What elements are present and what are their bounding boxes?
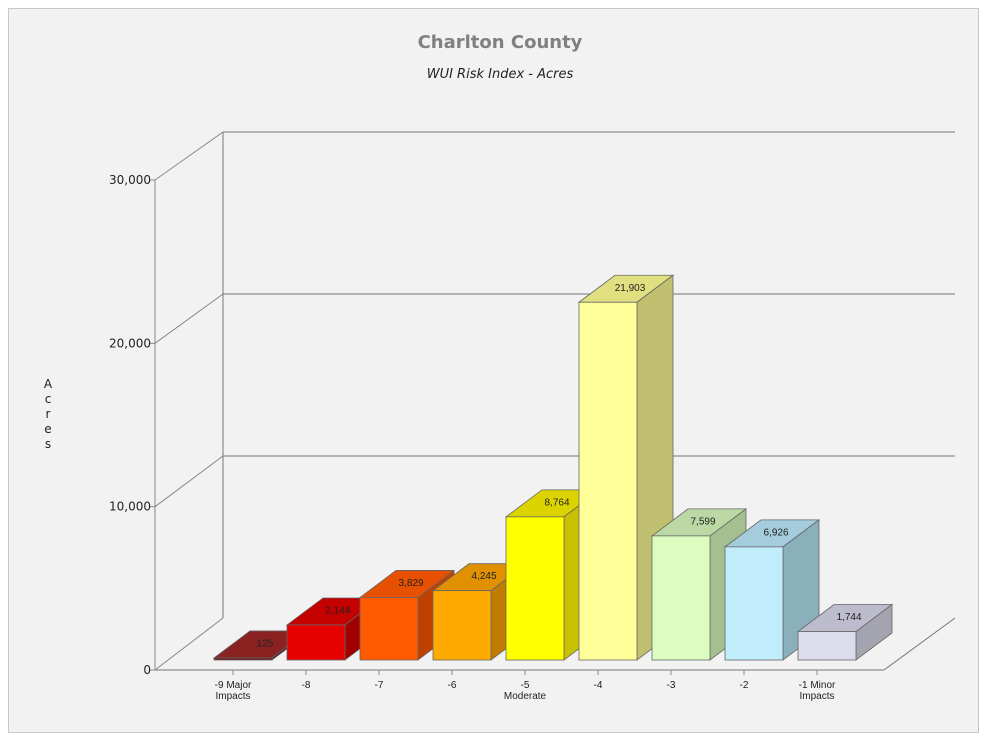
y-axis-label: Acres — [44, 377, 53, 451]
bar-value-label: 6,926 — [763, 527, 788, 538]
bar-front — [578, 301, 638, 661]
bar-value-label: 2,144 — [325, 605, 350, 616]
y-tick-label: 0 — [143, 663, 151, 677]
x-tick-label: -2 — [740, 680, 749, 691]
bar-front — [432, 590, 492, 661]
gridline-side — [154, 455, 224, 508]
x-tick-label-line: Impacts — [215, 691, 250, 702]
bar-front — [213, 657, 273, 661]
x-tick-label: -8 — [302, 680, 311, 691]
x-tick-label-line: -2 — [740, 680, 749, 691]
bar-value-label: 7,599 — [690, 516, 715, 527]
x-tick-label: -1 Minor Impacts — [799, 680, 836, 702]
y-axis-ticks: 0 10,000 20,000 30,000 — [109, 173, 155, 677]
x-tick-label-line: -9 Major — [215, 680, 252, 691]
gridline-side — [154, 131, 224, 181]
bar-value-label: 8,764 — [544, 497, 569, 508]
gridline-side — [154, 293, 224, 344]
bar-front — [797, 631, 857, 661]
bar-value-label: 4,245 — [471, 571, 496, 582]
bar-front — [286, 624, 346, 661]
y-axis-label-letter: A — [44, 377, 53, 391]
y-tick-label: 30,000 — [109, 173, 151, 187]
y-tick-label: 20,000 — [109, 336, 151, 350]
bar-front — [505, 516, 565, 661]
bar-front — [359, 597, 419, 661]
x-tick-label-line: -5 — [521, 680, 530, 691]
y-axis-label-letter: s — [45, 437, 51, 451]
x-tick-label-line: -6 — [448, 680, 457, 691]
x-tick-label-line: -1 Minor — [799, 680, 836, 691]
x-tick-label: -7 — [375, 680, 384, 691]
grid-lines — [154, 131, 956, 671]
bar-value-label: 21,903 — [615, 283, 646, 294]
x-tick-label-line: Impacts — [799, 691, 834, 702]
x-tick-label-line: Moderate — [504, 691, 547, 702]
x-tick-label-line: -3 — [667, 680, 676, 691]
x-axis-ticks: -9 Major Impacts-8 -7 -6 -5 Moderate-4 -3 -2 -1 … — [215, 670, 836, 702]
bar-value-label: 3,829 — [398, 578, 423, 589]
x-tick-label: -9 Major Impacts — [215, 680, 252, 702]
y-axis-label-letter: c — [45, 392, 52, 406]
bars: 125 2,144 3,829 4,245 8,764 21,903 7,599 6,926 1… — [212, 274, 894, 661]
x-tick-label: -4 — [594, 680, 603, 691]
bar: 1,744 — [796, 603, 894, 661]
x-tick-label-line: -4 — [594, 680, 603, 691]
bar-front — [651, 535, 711, 661]
x-tick-label: -5 Moderate — [504, 680, 547, 702]
chart-title: Charlton County — [418, 32, 583, 53]
bar-value-label: 1,744 — [836, 612, 861, 623]
gridline-side — [154, 617, 224, 671]
y-axis-label-letter: e — [44, 422, 51, 436]
chart-subtitle: WUI Risk Index - Acres — [427, 67, 574, 82]
y-axis-label-letter: r — [46, 407, 51, 421]
x-tick-label: -3 — [667, 680, 676, 691]
floor-right-edge — [883, 617, 956, 671]
x-tick-label-line: -7 — [375, 680, 384, 691]
bar-value-label: 125 — [257, 638, 274, 649]
x-tick-label: -6 — [448, 680, 457, 691]
y-tick-label: 10,000 — [109, 500, 151, 514]
bar-front — [724, 546, 784, 661]
x-tick-label-line: -8 — [302, 680, 311, 691]
